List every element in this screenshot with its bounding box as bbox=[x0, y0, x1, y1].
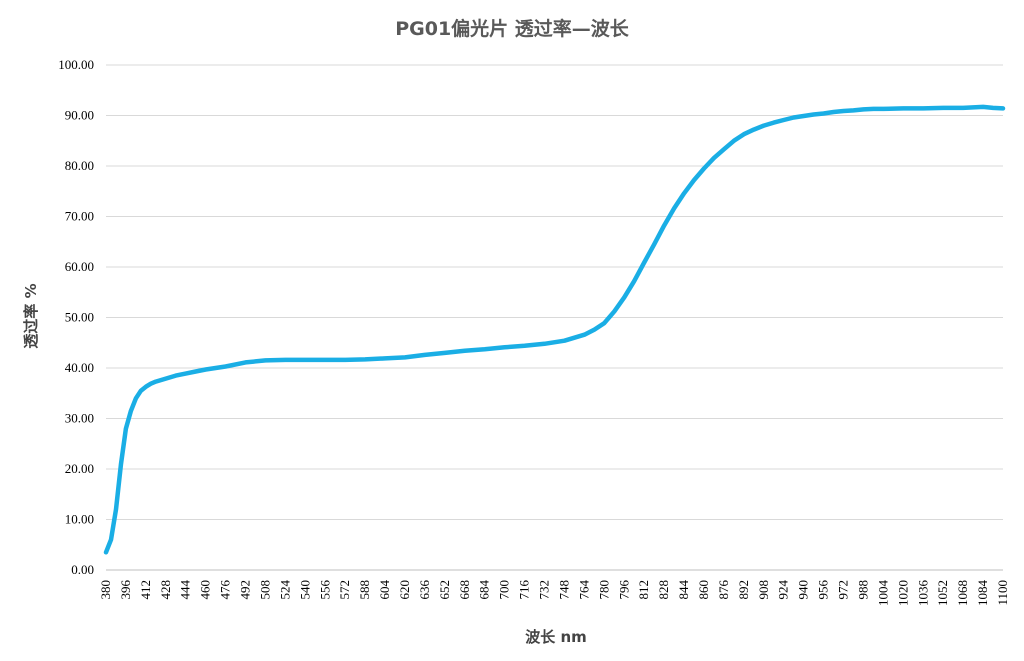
x-tick-label: 716 bbox=[517, 580, 532, 600]
x-tick-label: 988 bbox=[855, 580, 870, 600]
x-tick-label: 380 bbox=[98, 580, 113, 600]
x-tick-label: 540 bbox=[297, 580, 312, 600]
y-tick-label: 70.00 bbox=[65, 209, 94, 224]
x-axis-label: 波长 nm bbox=[525, 628, 587, 646]
x-tick-label: 876 bbox=[716, 580, 731, 600]
gridlines bbox=[106, 64, 1003, 571]
y-tick-label: 0.00 bbox=[71, 562, 94, 577]
x-tick-label: 1036 bbox=[915, 580, 930, 607]
x-tick-label: 780 bbox=[596, 580, 611, 600]
x-tick-label: 956 bbox=[816, 580, 831, 600]
x-tick-label: 812 bbox=[636, 580, 651, 600]
x-tick-label: 684 bbox=[477, 580, 492, 600]
series-group bbox=[103, 104, 1006, 555]
x-tick-label: 412 bbox=[138, 580, 153, 600]
x-tick-label: 764 bbox=[576, 580, 591, 600]
x-tick-label: 460 bbox=[198, 580, 213, 600]
x-tick-label: 1052 bbox=[935, 580, 950, 606]
y-axis-label: 透过率 % bbox=[22, 283, 40, 348]
y-tick-labels: 0.00 10.00 20.00 30.00 40.00 50.00 60.00 70.00 8… bbox=[58, 57, 94, 577]
x-tick-label: 668 bbox=[457, 580, 472, 600]
x-tick-label: 796 bbox=[616, 580, 631, 600]
x-tick-label: 908 bbox=[756, 580, 771, 600]
y-tick-label: 30.00 bbox=[65, 411, 94, 426]
x-tick-label: 492 bbox=[238, 580, 253, 600]
x-tick-label: 828 bbox=[656, 580, 671, 600]
x-tick-label: 748 bbox=[556, 580, 571, 600]
x-tick-label: 396 bbox=[118, 580, 133, 600]
x-tick-label: 636 bbox=[417, 580, 432, 600]
x-tick-label: 940 bbox=[796, 580, 811, 600]
x-tick-label: 860 bbox=[696, 580, 711, 600]
x-tick-label: 588 bbox=[357, 580, 372, 600]
x-tick-label: 620 bbox=[397, 580, 412, 600]
series-line bbox=[103, 104, 1006, 555]
y-tick-label: 90.00 bbox=[65, 108, 94, 123]
x-tick-label: 1020 bbox=[895, 580, 910, 606]
x-tick-label: 1004 bbox=[875, 580, 890, 607]
x-tick-label: 652 bbox=[437, 580, 452, 600]
x-tick-label: 556 bbox=[317, 580, 332, 600]
x-tick-label: 1084 bbox=[975, 580, 990, 607]
x-tick-label: 1100 bbox=[995, 580, 1010, 606]
y-tick-label: 60.00 bbox=[65, 259, 94, 274]
x-tick-label: 1068 bbox=[955, 580, 970, 606]
y-tick-label: 50.00 bbox=[65, 310, 94, 325]
y-tick-label: 10.00 bbox=[65, 512, 94, 527]
x-tick-label: 844 bbox=[676, 580, 691, 600]
x-tick-label: 604 bbox=[377, 580, 392, 600]
x-tick-labels: 380 396 412 428 444 460 476 492 508 524 540 556 572 5… bbox=[98, 580, 1010, 607]
x-tick-label: 572 bbox=[337, 580, 352, 600]
x-tick-label: 732 bbox=[537, 580, 552, 600]
x-tick-label: 476 bbox=[218, 580, 233, 600]
x-tick-label: 924 bbox=[776, 580, 791, 600]
y-tick-label: 100.00 bbox=[58, 57, 94, 72]
y-tick-label: 80.00 bbox=[65, 158, 94, 173]
x-tick-label: 508 bbox=[257, 580, 272, 600]
x-tick-label: 892 bbox=[736, 580, 751, 600]
y-tick-label: 20.00 bbox=[65, 461, 94, 476]
x-tick-label: 444 bbox=[178, 580, 193, 600]
x-tick-label: 972 bbox=[836, 580, 851, 600]
y-tick-label: 40.00 bbox=[65, 360, 94, 375]
chart-title: PG01偏光片 透过率—波长 bbox=[395, 18, 629, 40]
x-tick-label: 428 bbox=[158, 580, 173, 600]
x-tick-label: 524 bbox=[277, 580, 292, 600]
x-tick-label: 700 bbox=[497, 580, 512, 600]
